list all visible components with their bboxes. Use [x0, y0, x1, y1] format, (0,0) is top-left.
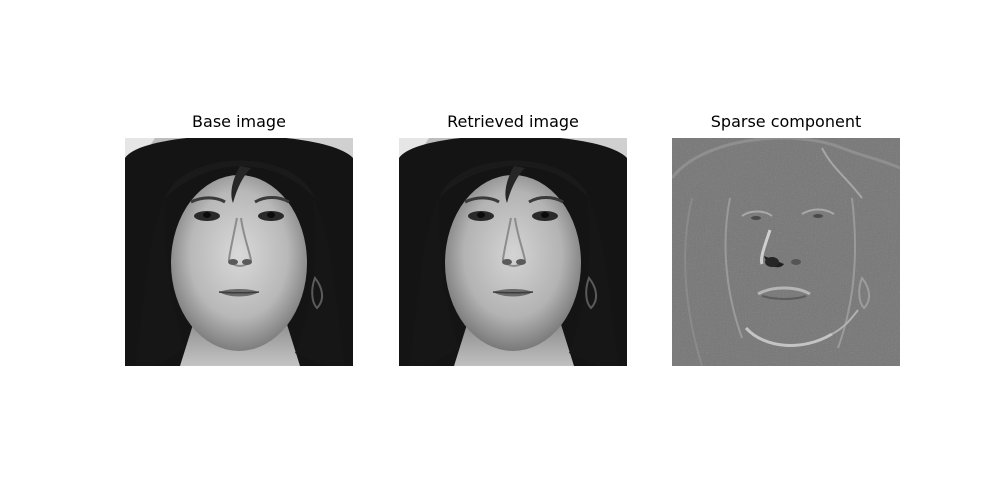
- base-image: [125, 138, 353, 366]
- sparse-component-title: Sparse component: [710, 112, 862, 131]
- retrieved-image: [399, 138, 627, 366]
- base-face-picture: [125, 138, 353, 366]
- retrieved-image-title: Retrieved image: [447, 112, 579, 131]
- base-image-title: Base image: [192, 112, 286, 131]
- sparse-component-image: [672, 138, 900, 366]
- sparse-component-picture: [672, 138, 900, 366]
- retrieved-face-picture: [399, 138, 627, 366]
